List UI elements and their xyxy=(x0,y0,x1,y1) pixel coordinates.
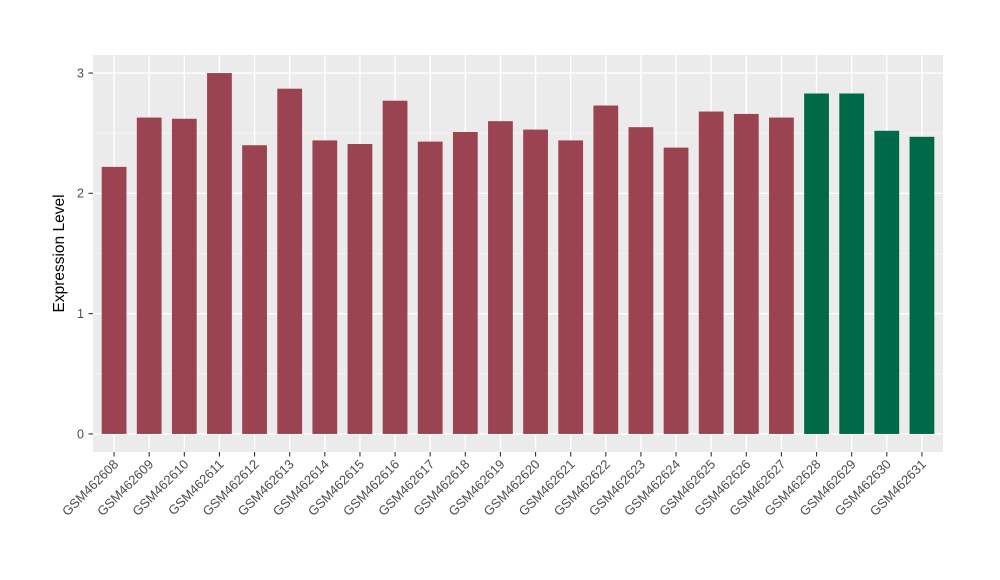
bar-GSM462624 xyxy=(663,147,689,434)
bar-GSM462609 xyxy=(136,117,162,434)
y-tick-label: 0 xyxy=(77,427,84,441)
bar-GSM462612 xyxy=(242,145,267,434)
bar-GSM462631 xyxy=(909,136,935,434)
bar-GSM462617 xyxy=(417,141,443,434)
bar-GSM462630 xyxy=(874,130,900,434)
bars xyxy=(101,73,935,434)
grid-minor xyxy=(93,132,943,375)
y-tick-label: 3 xyxy=(77,66,84,80)
y-axis-title: Expression Level xyxy=(51,194,68,312)
y-tick-label: 1 xyxy=(77,307,84,321)
y-tick-label: 2 xyxy=(77,187,84,201)
bar-GSM462628 xyxy=(804,93,829,434)
bar-GSM462621 xyxy=(558,140,584,434)
bar-GSM462615 xyxy=(347,144,373,434)
bar-GSM462625 xyxy=(698,111,724,434)
bar-GSM462608 xyxy=(101,166,127,434)
y-axis-tick-labels: 0 1 2 3 xyxy=(77,66,84,441)
bar-GSM462614 xyxy=(312,140,338,434)
bar-GSM462610 xyxy=(171,118,197,434)
x-axis-tick-labels: GSM462608GSM462609GSM462610GSM462611GSM4… xyxy=(59,457,929,519)
bar-GSM462622 xyxy=(593,105,619,434)
bar-GSM462616 xyxy=(382,100,408,434)
bar-GSM462613 xyxy=(277,88,303,434)
bar-GSM462629 xyxy=(839,93,865,434)
bar-GSM462627 xyxy=(769,117,794,434)
bar-GSM462623 xyxy=(628,127,654,434)
bar-GSM462620 xyxy=(523,129,548,434)
bar-GSM462611 xyxy=(207,73,232,434)
axis-tick-marks xyxy=(88,72,923,457)
bar-GSM462618 xyxy=(452,131,478,434)
bar-GSM462626 xyxy=(733,113,759,434)
bar-GSM462619 xyxy=(488,121,513,434)
